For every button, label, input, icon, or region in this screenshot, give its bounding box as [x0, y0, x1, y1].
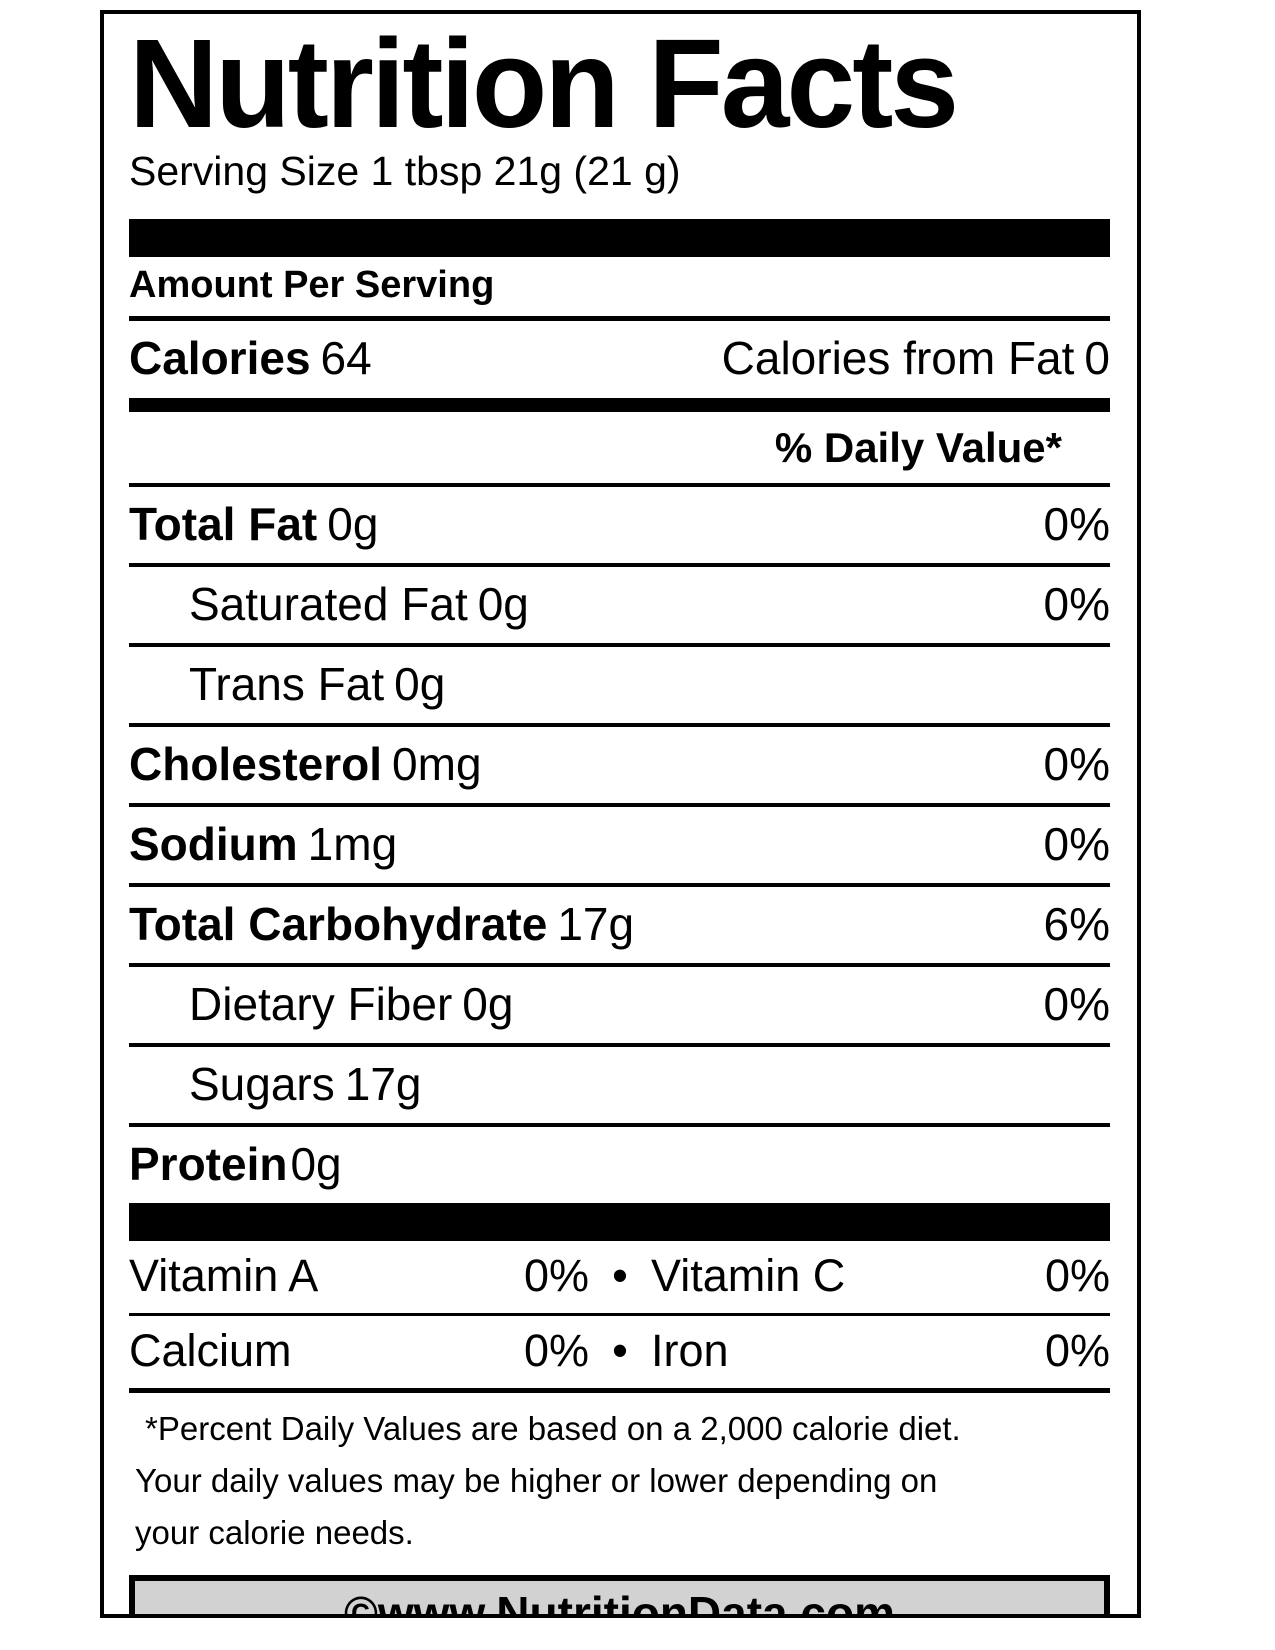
micronutrient-left-name: Calcium: [129, 1325, 292, 1377]
amount-per-serving-heading: Amount Per Serving: [129, 264, 495, 307]
nutrient-name: Sugars: [189, 1058, 335, 1111]
divider: [129, 883, 1110, 888]
nutrient-daily-value: 0%: [1043, 578, 1110, 631]
micronutrient-right-value: 0%: [1044, 1325, 1110, 1377]
source-attribution-bar: ©www.NutritionData.com: [129, 1575, 1110, 1618]
nutrient-name: Sodium: [129, 818, 298, 871]
calories-from-fat-label: Calories from Fat: [721, 332, 1075, 385]
micronutrient-left-value: 0%: [523, 1325, 589, 1377]
nutrient-row-sodium: Sodium 1mg 0%: [129, 807, 1110, 883]
nutrient-name: Cholesterol: [129, 738, 383, 791]
footnote-line: *Percent Daily Values are based on a 2,0…: [145, 1410, 961, 1448]
label-title: Nutrition Facts: [129, 13, 959, 154]
micronutrient-left-value: 0%: [523, 1250, 589, 1302]
source-attribution-text: ©www.NutritionData.com: [344, 1587, 895, 1618]
nutrient-amount: 0mg: [392, 738, 482, 791]
serving-size-text: Serving Size 1 tbsp 21g (21 g): [129, 147, 681, 194]
nutrient-row-trans-fat: Trans Fat 0g: [129, 647, 1110, 723]
nutrient-daily-value: 0%: [1043, 818, 1110, 871]
nutrient-daily-value: 0%: [1043, 498, 1110, 551]
nutrient-name-cell: Sodium 1mg: [129, 817, 397, 871]
nutrient-name: Dietary Fiber: [189, 978, 453, 1031]
nutrient-name-cell: Total Carbohydrate 17g: [129, 897, 634, 951]
bullet-separator: •: [612, 1250, 628, 1302]
nutrient-daily-value: 6%: [1043, 898, 1110, 951]
micronutrient-right-value: 0%: [1044, 1250, 1110, 1302]
nutrient-name-cell: Cholesterol 0mg: [129, 737, 482, 791]
nutrient-row-cholesterol: Cholesterol 0mg 0%: [129, 727, 1110, 803]
divider: [129, 1388, 1110, 1394]
nutrient-row-protein: Protein0g: [129, 1127, 1110, 1203]
nutrient-amount: 1mg: [307, 818, 398, 871]
divider: [129, 483, 1110, 488]
nutrient-amount: 0g: [327, 498, 379, 551]
nutrient-row-total-carbohydrate: Total Carbohydrate 17g 6%: [129, 887, 1110, 963]
nutrient-row-dietary-fiber: Dietary Fiber 0g 0%: [129, 967, 1110, 1043]
calories-cell: Calories 64: [129, 331, 372, 385]
nutrient-row-sugars: Sugars 17g: [129, 1047, 1110, 1123]
nutrient-name: Total Fat: [129, 498, 318, 551]
nutrient-row-saturated-fat: Saturated Fat 0g 0%: [129, 567, 1110, 643]
nutrient-name-cell: Saturated Fat 0g: [129, 577, 529, 631]
nutrient-name-cell: Trans Fat 0g: [129, 657, 445, 711]
section-divider-bar-thick: [129, 398, 1110, 413]
nutrient-name-cell: Total Fat 0g: [129, 497, 378, 551]
nutrient-row-total-fat: Total Fat 0g 0%: [129, 487, 1110, 563]
micronutrient-row-minerals: Calcium 0% • Iron 0%: [129, 1316, 1110, 1388]
calories-from-fat-cell: Calories from Fat 0: [722, 331, 1110, 385]
divider: [129, 803, 1110, 808]
nutrition-facts-label: Nutrition Facts Serving Size 1 tbsp 21g …: [100, 10, 1141, 1618]
nutrient-amount: 0g: [290, 1138, 342, 1191]
divider: [129, 316, 1110, 322]
daily-value-heading: % Daily Value*: [774, 424, 1062, 472]
calories-value: 64: [320, 332, 372, 385]
nutrient-name-cell: Dietary Fiber 0g: [129, 977, 513, 1031]
footnote-line: Your daily values may be higher or lower…: [135, 1462, 938, 1500]
micronutrient-right-name: Vitamin C: [651, 1250, 846, 1302]
nutrient-name: Protein: [129, 1138, 288, 1191]
nutrient-amount: 0g: [477, 578, 529, 631]
footnote-line: your calorie needs.: [135, 1514, 414, 1552]
nutrient-name-cell: Sugars 17g: [129, 1057, 422, 1111]
divider: [129, 643, 1110, 648]
bullet-separator: •: [612, 1325, 628, 1377]
nutrient-name: Total Carbohydrate: [129, 898, 548, 951]
nutrient-name: Saturated Fat: [189, 578, 468, 631]
nutrient-amount: 0g: [394, 658, 446, 711]
micronutrient-right-name: Iron: [651, 1325, 729, 1377]
divider: [129, 963, 1110, 968]
section-divider-bar-top: [129, 219, 1110, 258]
nutrient-amount: 17g: [344, 1058, 422, 1111]
section-divider-bar-bottom: [129, 1203, 1110, 1242]
nutrient-amount: 17g: [557, 898, 635, 951]
nutrient-amount: 0g: [462, 978, 514, 1031]
nutrient-name: Trans Fat: [189, 658, 385, 711]
divider: [129, 1313, 1110, 1317]
divider: [129, 563, 1110, 568]
divider: [129, 1043, 1110, 1048]
daily-value-footnote: *Percent Daily Values are based on a 2,0…: [129, 1403, 1110, 1559]
nutrient-daily-value: 0%: [1043, 738, 1110, 791]
micronutrient-row-vitamins: Vitamin A 0% • Vitamin C 0%: [129, 1241, 1110, 1313]
calories-label: Calories: [129, 332, 311, 385]
calories-from-fat-value: 0: [1084, 332, 1110, 385]
nutrient-daily-value: 0%: [1043, 978, 1110, 1031]
nutrient-name-cell: Protein0g: [129, 1137, 342, 1191]
divider: [129, 1123, 1110, 1128]
divider: [129, 723, 1110, 728]
micronutrient-left-name: Vitamin A: [129, 1250, 319, 1302]
calories-row: Calories 64 Calories from Fat 0: [129, 321, 1110, 398]
